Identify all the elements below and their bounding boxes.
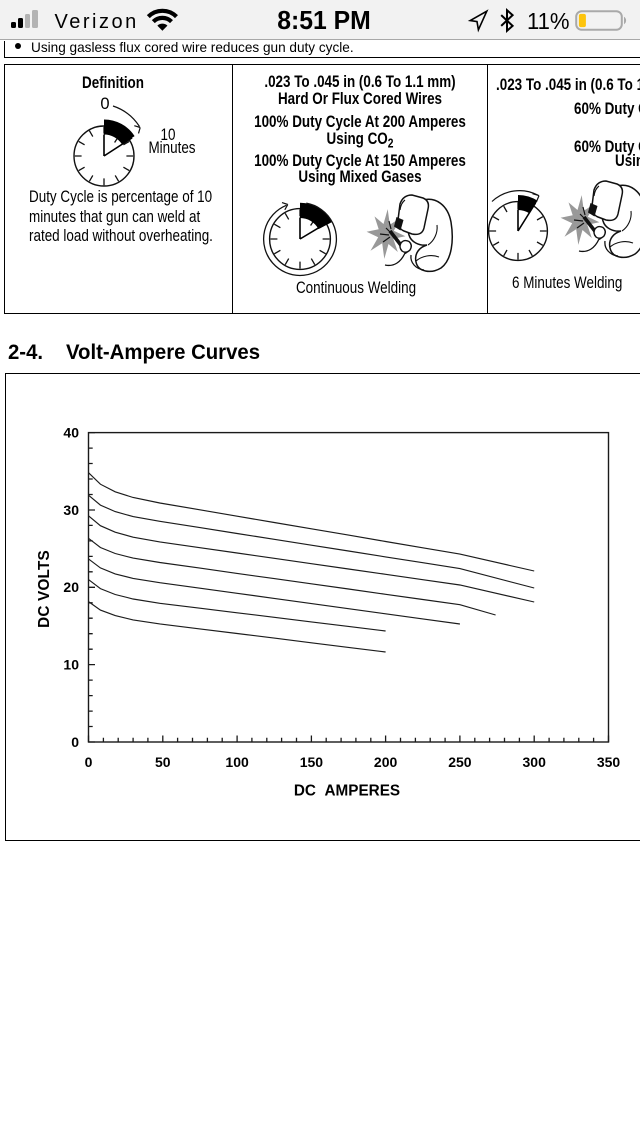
svg-text:50: 50 [155, 754, 171, 770]
svg-text:30: 30 [63, 502, 79, 518]
svg-text:DC VOLTS: DC VOLTS [36, 550, 53, 628]
svg-text:250: 250 [448, 754, 472, 770]
svg-text:200: 200 [374, 754, 398, 770]
svg-text:0: 0 [85, 754, 93, 770]
svg-text:10: 10 [63, 656, 79, 672]
svg-text:350: 350 [597, 754, 621, 770]
svg-text:40: 40 [63, 424, 79, 440]
svg-text:100: 100 [225, 754, 249, 770]
svg-text:DC AMPERES: DC AMPERES [294, 782, 400, 799]
svg-text:150: 150 [300, 754, 324, 770]
svg-text:300: 300 [523, 754, 547, 770]
svg-text:20: 20 [63, 579, 79, 595]
svg-text:0: 0 [71, 734, 79, 750]
